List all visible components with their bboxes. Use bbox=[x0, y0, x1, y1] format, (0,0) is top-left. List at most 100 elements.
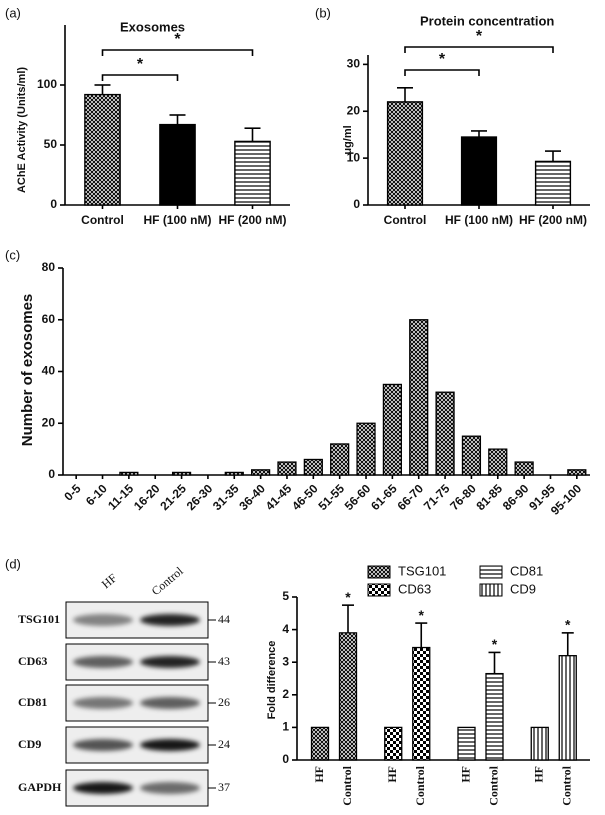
bar bbox=[457, 726, 476, 761]
blot-band bbox=[73, 739, 133, 751]
bar bbox=[119, 471, 139, 476]
x-tick-label: 95-100 bbox=[548, 481, 585, 518]
x-tick-label: 0-5 bbox=[61, 481, 83, 503]
x-tick-label: 71-75 bbox=[421, 481, 453, 513]
bar bbox=[461, 435, 482, 476]
chart-title: Exosomes bbox=[120, 19, 185, 34]
bar bbox=[514, 461, 534, 476]
y-axis-label: μg/ml bbox=[342, 125, 354, 154]
significance-label: * bbox=[137, 56, 144, 73]
y-tick-label: 10 bbox=[347, 150, 361, 164]
error-bar bbox=[244, 127, 261, 142]
kda-label: 24 bbox=[218, 737, 230, 751]
y-tick-label: 20 bbox=[42, 415, 56, 429]
x-tick-label: 11-15 bbox=[105, 481, 136, 512]
bar bbox=[356, 422, 376, 476]
error-bar bbox=[561, 632, 574, 656]
error-bar bbox=[488, 651, 501, 674]
error-bar bbox=[415, 622, 428, 648]
bar bbox=[412, 646, 431, 761]
bar bbox=[171, 471, 192, 476]
x-tick-label: 26-30 bbox=[184, 481, 216, 513]
y-tick-label: 0 bbox=[50, 197, 57, 211]
legend-label: TSG101 bbox=[398, 563, 446, 578]
x-tick-label: 66-70 bbox=[394, 481, 426, 513]
x-tick-label: 21-25 bbox=[157, 481, 189, 513]
bar bbox=[330, 443, 350, 476]
bar bbox=[460, 136, 498, 206]
x-tick-label: Control bbox=[81, 213, 124, 227]
y-tick-label: 4 bbox=[282, 622, 289, 636]
bar bbox=[382, 383, 402, 476]
legend-swatch bbox=[367, 565, 391, 579]
significance-bracket bbox=[101, 49, 254, 56]
legend-swatch bbox=[367, 583, 391, 597]
kda-label: 37 bbox=[218, 780, 230, 794]
significance-label: * bbox=[439, 51, 446, 68]
row-label: TSG101 bbox=[18, 612, 60, 626]
x-tick-label: 36-40 bbox=[236, 481, 268, 513]
panel-label: (c) bbox=[5, 247, 20, 262]
bar bbox=[310, 726, 330, 761]
legend-swatch bbox=[479, 565, 503, 579]
lane-label: Control bbox=[149, 563, 187, 598]
y-tick-label: 3 bbox=[282, 654, 289, 668]
y-tick-label: 1 bbox=[282, 720, 289, 734]
x-tick-label: HF bbox=[532, 766, 546, 783]
significance-marker: * bbox=[419, 607, 425, 623]
x-tick-label: 81-85 bbox=[474, 481, 506, 513]
x-tick-label: Control bbox=[384, 213, 427, 227]
kda-label: 43 bbox=[218, 654, 230, 668]
row-label: GAPDH bbox=[18, 780, 62, 794]
y-axis-label: AChE Activity (Units/ml) bbox=[16, 67, 28, 193]
panel-label: (d) bbox=[5, 556, 21, 571]
x-tick-label: HF bbox=[458, 766, 472, 783]
y-tick-label: 80 bbox=[42, 260, 56, 274]
y-tick-label: 100 bbox=[37, 77, 57, 91]
bar bbox=[485, 672, 504, 761]
x-tick-label: Control bbox=[560, 765, 574, 805]
y-axis-label: Number of exosomes bbox=[19, 294, 36, 447]
x-tick-label: HF (200 nM) bbox=[519, 213, 587, 227]
blot-band bbox=[73, 656, 133, 668]
x-tick-label: HF (100 nM) bbox=[445, 213, 513, 227]
error-bar bbox=[169, 114, 186, 125]
bar bbox=[567, 469, 587, 476]
kda-label: 44 bbox=[218, 612, 230, 626]
blot-band bbox=[140, 697, 200, 709]
bar bbox=[224, 471, 244, 476]
bar bbox=[530, 726, 549, 761]
blot-band bbox=[73, 614, 133, 626]
x-tick-label: HF bbox=[312, 766, 326, 783]
y-tick-label: 50 bbox=[44, 137, 58, 151]
bar bbox=[159, 123, 196, 206]
bar bbox=[386, 101, 424, 206]
legend-label: CD81 bbox=[510, 563, 543, 578]
y-tick-label: 60 bbox=[42, 312, 56, 326]
y-tick-label: 0 bbox=[353, 197, 360, 211]
error-bar bbox=[397, 87, 413, 102]
significance-bracket bbox=[404, 69, 480, 76]
x-tick-label: 56-60 bbox=[342, 481, 374, 513]
row-label: CD81 bbox=[18, 695, 47, 709]
y-tick-label: 40 bbox=[42, 364, 56, 378]
lane-label: HF bbox=[99, 571, 120, 592]
row-label: CD63 bbox=[18, 654, 47, 668]
significance-marker: * bbox=[492, 636, 498, 652]
x-tick-label: HF (100 nM) bbox=[143, 213, 211, 227]
legend-swatch bbox=[479, 583, 503, 597]
blot-band bbox=[73, 697, 133, 709]
x-tick-label: Control bbox=[486, 765, 500, 805]
error-bar bbox=[342, 604, 354, 633]
bar bbox=[534, 160, 572, 206]
y-tick-label: 2 bbox=[282, 687, 289, 701]
blot-band bbox=[140, 739, 200, 751]
legend-label: CD9 bbox=[510, 581, 536, 596]
error-bar bbox=[545, 150, 561, 162]
y-axis-label: Fold difference bbox=[266, 641, 278, 720]
x-tick-label: HF (200 nM) bbox=[218, 213, 286, 227]
x-tick-label: 61-65 bbox=[368, 481, 400, 513]
bar bbox=[277, 461, 297, 476]
bar bbox=[338, 632, 358, 761]
